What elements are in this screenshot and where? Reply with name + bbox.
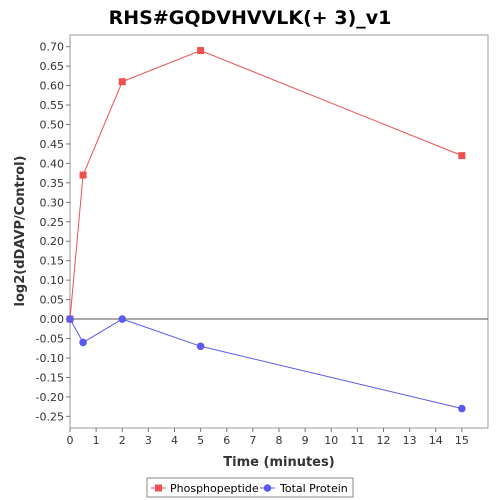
x-tick-label: 7 [249,434,256,447]
chart-title: RHS#GQDVHVVLK(+ 3)_v1 [109,7,392,29]
y-tick-label: 0.50 [40,118,65,131]
y-tick-label: 0.70 [40,41,65,54]
data-point [197,47,205,55]
y-tick-label: 0.05 [40,294,65,307]
legend-label: Phosphopeptide [170,482,259,495]
data-point [118,315,127,323]
y-tick-label: 0.35 [40,177,65,190]
series-layer [66,47,466,413]
x-tick-label: 4 [171,434,178,447]
y-tick-label: 0.20 [40,235,65,248]
x-tick-label: 9 [302,434,309,447]
x-axis: 0 1 2 3 4 5 6 7 8 9 10 11 12 13 14 15 [67,428,469,447]
plot-area [69,34,489,429]
y-tick-label: 0.30 [40,196,65,209]
y-tick-label: 0.60 [40,80,65,93]
y-tick-label: -0.20 [36,391,64,404]
x-tick-label: 14 [429,434,443,447]
x-tick-label: 1 [93,434,100,447]
data-point [458,152,466,160]
y-tick-label: -0.05 [36,333,64,346]
y-tick-label: 0.45 [40,138,65,151]
y-tick-label: -0.25 [36,410,64,423]
y-tick-label: -0.10 [36,352,64,365]
x-tick-label: 8 [276,434,283,447]
legend-box [146,477,354,498]
data-point [118,78,126,86]
x-tick-label: 0 [67,434,74,447]
x-tick-label: 2 [119,434,126,447]
x-tick-label: 13 [403,434,417,447]
data-point [79,171,87,179]
y-tick-label: 0.10 [40,274,65,287]
legend-marker [155,484,162,492]
legend: Phosphopeptide Total Protein [146,477,354,498]
x-tick-label: 10 [324,434,338,447]
x-tick-label: 6 [223,434,230,447]
y-tick-label: 0.25 [40,216,65,229]
x-tick-label: 3 [145,434,152,447]
y-tick-label: 0.65 [40,60,65,73]
x-axis-label: Time (minutes) [223,455,334,470]
y-axis: -0.25 -0.20 -0.15 -0.10 -0.05 0.00 0.05 0.10 0.1… [36,41,70,423]
y-tick-label: -0.15 [36,371,64,384]
data-point [196,342,205,351]
x-tick-label: 12 [377,434,391,447]
data-point [79,338,87,347]
data-point [66,315,74,323]
y-tick-label: 0.00 [40,313,65,326]
legend-marker [263,484,272,492]
x-tick-label: 15 [455,434,469,447]
y-axis-label: log2(dDAVP/Control) [13,156,28,307]
data-point [458,404,466,413]
legend-label: Total Protein [279,482,348,495]
y-tick-label: 0.15 [40,255,65,268]
y-tick-label: 0.40 [40,157,65,170]
x-tick-label: 5 [197,434,204,447]
y-tick-label: 0.55 [40,99,65,112]
x-tick-label: 11 [350,434,364,447]
